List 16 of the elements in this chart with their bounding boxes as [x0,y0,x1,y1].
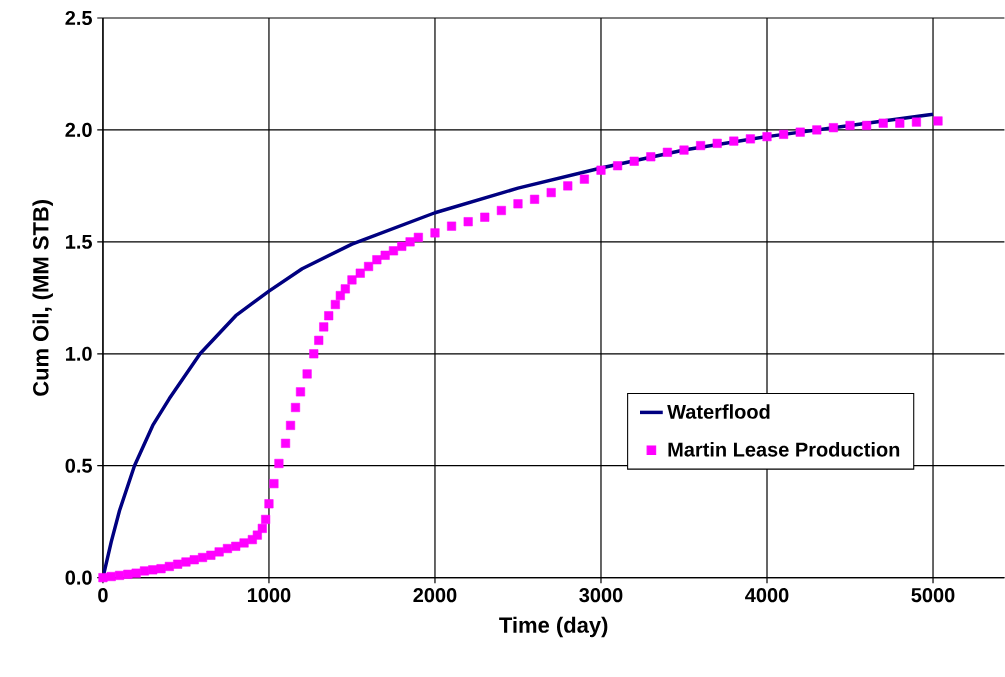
y-tick-label: 0.0 [65,570,92,585]
x-tick-label: 4000 [745,588,789,603]
x-tick-label: 2000 [413,588,457,603]
y-tick-label: 1.5 [66,235,92,250]
x-tick-label: 0 [98,588,108,603]
y-tick-label: 2.5 [65,11,92,26]
legend-label: Waterflood [667,404,770,420]
y-tick-label: 2.0 [65,123,92,138]
x-tick-label: 3000 [579,588,623,603]
y-axis-title: Cum Oil, (MM STB) [32,200,53,397]
y-tick-label: 1.0 [66,346,92,362]
x-axis-title: Time (day) [499,616,608,638]
legend-label: Martin Lease Production [668,442,900,457]
x-tick-label: 5000 [911,588,955,603]
y-tick-label: 0.5 [65,458,92,473]
x-tick-label: 1000 [247,588,291,603]
